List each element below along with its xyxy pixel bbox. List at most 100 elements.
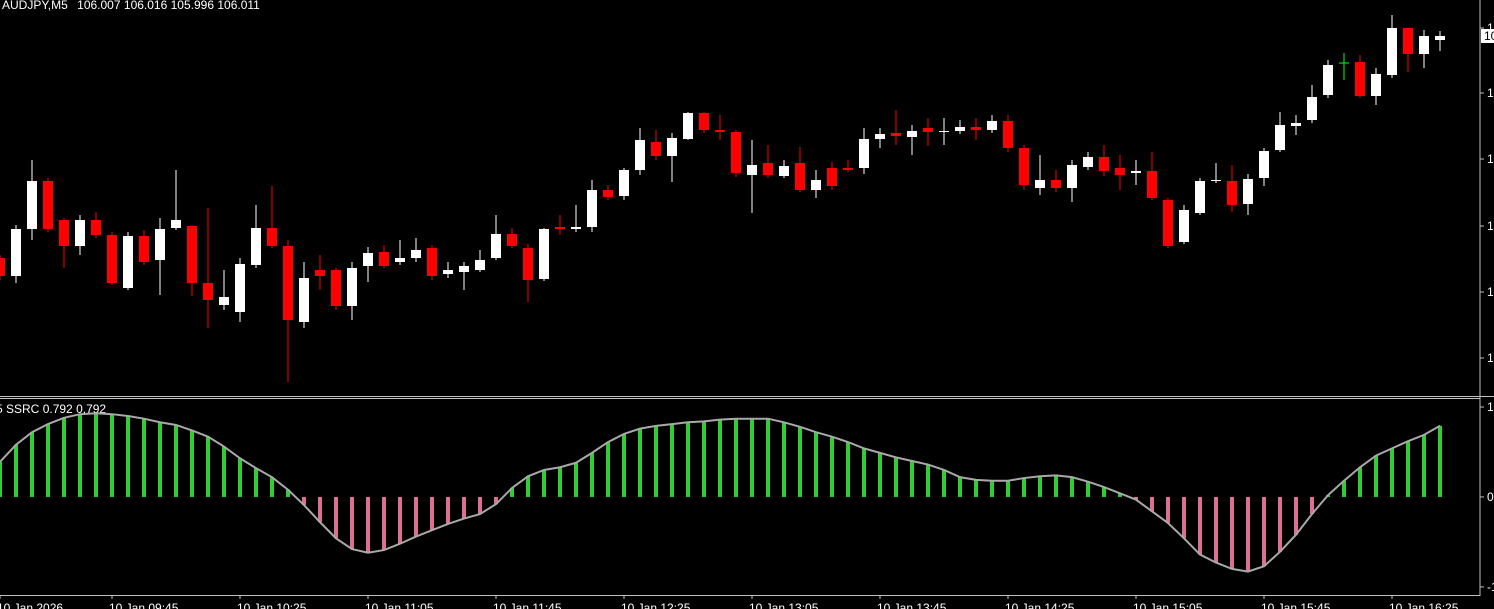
histogram-bar [0,461,2,497]
x-tick-label: 10 Jan 11:05 [365,601,434,609]
candle-body [827,168,837,186]
histogram-bar [1054,475,1058,497]
histogram-bar [830,436,834,497]
candle-body [891,133,901,136]
candle-body [1403,28,1413,54]
candle-body [939,131,949,132]
histogram-bar [1182,496,1186,539]
y-tick-label: -1 [1487,580,1494,594]
histogram-bar [62,417,66,497]
y-tick-label: 105.954 [1487,86,1494,100]
candle-body [1083,157,1093,167]
candle-body [1003,121,1013,148]
candle-body [811,180,821,190]
y-tick-label: 0 [1487,490,1494,504]
candle-body [155,229,165,260]
histogram-bar [766,418,770,497]
chart-title: AUDJPY,M5 106.007 106.016 105.996 106.01… [2,0,260,12]
ohlc-high: 106.016 [124,0,168,12]
histogram-bar [1006,480,1010,497]
histogram-bar [14,444,18,497]
y-tick-label: 105.755 [1487,285,1494,299]
candle-body [171,220,181,228]
candle-body [875,134,885,139]
candle-body [267,228,277,246]
candle-body [1115,168,1125,175]
histogram-bar [910,460,914,497]
ohlc-low: 105.996 [171,0,215,12]
candle-body [1019,148,1029,185]
histogram-bar [686,422,690,497]
candle-body [667,138,677,156]
signal-line [0,412,1441,573]
histogram-bar [366,496,370,553]
histogram-bar [1358,467,1362,497]
candle-body [235,264,245,312]
histogram-bar [46,424,50,497]
candle-body [491,234,501,258]
ohlc-open: 106.007 [77,0,121,12]
candle-body [187,226,197,283]
histogram-bar [350,496,354,550]
histogram-bar [606,442,610,497]
histogram-bar [1038,476,1042,497]
histogram-bar [798,426,802,497]
candle-body [1179,210,1189,242]
candle-body [299,278,309,322]
histogram-bar [846,442,850,497]
histogram-bar [430,496,434,531]
candle-body [395,258,405,262]
histogram-bar [878,452,882,497]
histogram-bar [478,496,482,515]
histogram-bar [1134,496,1138,500]
histogram-bar [1438,425,1442,497]
candle-body [1227,181,1237,205]
candle-body [251,228,261,265]
histogram-bar [1246,496,1250,572]
histogram-bar [1150,496,1154,512]
histogram-bar [942,469,946,497]
candle-body [1307,97,1317,120]
histogram-bar [1406,441,1410,497]
histogram-bar [1022,478,1026,497]
price-label: 106.011 [1484,29,1494,43]
candle-body [443,270,453,274]
x-tick-label: 10 Jan 11:45 [493,601,562,609]
histogram-bar [1278,496,1282,552]
histogram-bar [494,496,498,505]
histogram-bar [862,448,866,497]
candle-body [587,190,597,227]
candle-body [1035,180,1045,188]
candle-body [1099,157,1109,171]
ohlc-close: 106.011 [217,0,260,12]
candle-body [603,190,613,197]
y-tick-label: 105.888 [1487,152,1494,166]
y-tick-label: 105.689 [1487,351,1494,365]
histogram-bar [1374,455,1378,497]
candle-body [315,270,325,276]
histogram-bar [670,424,674,497]
histogram-bar [30,432,34,497]
candle-body [907,131,917,137]
candle-body [699,113,709,130]
candle-body [427,248,437,276]
histogram-bar [1262,496,1266,567]
candle-body [459,266,469,272]
candle-body [987,121,997,130]
histogram-bar [638,428,642,497]
candle-body [651,142,661,156]
histogram-bar [414,496,418,537]
x-tick-label: 10 Jan 13:45 [877,601,947,609]
histogram-bar [1166,496,1170,524]
histogram-bar [926,464,930,497]
candle-body [971,127,981,130]
symbol: AUDJPY,M5 [2,0,68,12]
candle-body [619,170,629,196]
candle-body [1051,180,1061,188]
candle-body [571,227,581,229]
x-tick-label: 10 Jan 12:25 [621,601,691,609]
y-tick-label: 105.821 [1487,219,1494,233]
x-tick-label: 10 Jan 13:05 [749,601,819,609]
candle-body [331,270,341,306]
